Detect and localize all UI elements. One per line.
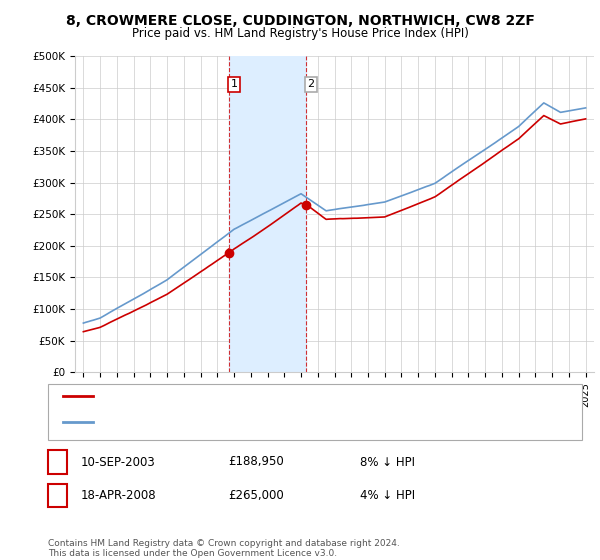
Text: 18-APR-2008: 18-APR-2008 bbox=[81, 489, 157, 502]
Text: £188,950: £188,950 bbox=[228, 455, 284, 469]
Text: 8, CROWMERE CLOSE, CUDDINGTON, NORTHWICH, CW8 2ZF: 8, CROWMERE CLOSE, CUDDINGTON, NORTHWICH… bbox=[65, 14, 535, 28]
Text: HPI: Average price, detached house, Cheshire West and Chester: HPI: Average price, detached house, Ches… bbox=[100, 417, 435, 427]
Text: 8% ↓ HPI: 8% ↓ HPI bbox=[360, 455, 415, 469]
Text: 8, CROWMERE CLOSE, CUDDINGTON, NORTHWICH, CW8 2ZF (detached house): 8, CROWMERE CLOSE, CUDDINGTON, NORTHWICH… bbox=[100, 391, 511, 401]
Text: 10-SEP-2003: 10-SEP-2003 bbox=[81, 455, 156, 469]
Text: 1: 1 bbox=[230, 80, 238, 90]
Bar bbox=[229, 56, 306, 372]
Text: 4% ↓ HPI: 4% ↓ HPI bbox=[360, 489, 415, 502]
Text: £265,000: £265,000 bbox=[228, 489, 284, 502]
Text: Contains HM Land Registry data © Crown copyright and database right 2024.
This d: Contains HM Land Registry data © Crown c… bbox=[48, 539, 400, 558]
Text: Price paid vs. HM Land Registry's House Price Index (HPI): Price paid vs. HM Land Registry's House … bbox=[131, 27, 469, 40]
Text: 2: 2 bbox=[54, 489, 61, 502]
Text: 1: 1 bbox=[54, 455, 61, 469]
Text: 2: 2 bbox=[307, 80, 314, 90]
